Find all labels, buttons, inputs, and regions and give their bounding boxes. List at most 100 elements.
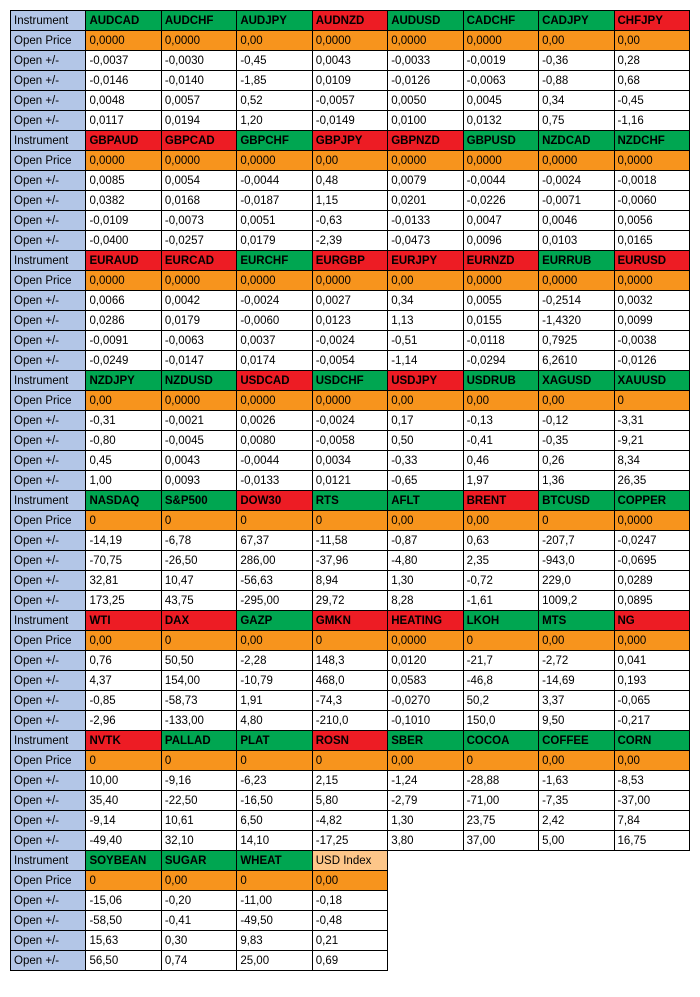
openpm-value: 0,0043 [161, 451, 236, 471]
openpm-value: 0,0121 [312, 471, 387, 491]
openprice-value: 0,0000 [161, 391, 236, 411]
instrument-header: CADCHF [463, 11, 538, 31]
instrument-header: WTI [86, 611, 161, 631]
openpm-value: -0,0037 [86, 51, 161, 71]
openpm-value: -0,0247 [614, 531, 690, 551]
openpm-label: Open +/- [11, 771, 86, 791]
openprice-value: 0 [237, 871, 312, 891]
instrument-header: XAGUSD [539, 371, 614, 391]
openprice-value: 0,0000 [463, 271, 538, 291]
openpm-value: 0,0289 [614, 571, 690, 591]
openpm-value: -2,72 [539, 651, 614, 671]
openpm-value: 0,0034 [312, 451, 387, 471]
openpm-value: -15,06 [86, 891, 161, 911]
openpm-value: -0,80 [86, 431, 161, 451]
openpm-value: -0,0057 [312, 91, 387, 111]
instrument-header: AUDCHF [161, 11, 236, 31]
openpm-value: -11,58 [312, 531, 387, 551]
openpm-value: 9,83 [237, 931, 312, 951]
openprice-value: 0,00 [161, 871, 236, 891]
openpm-label: Open +/- [11, 531, 86, 551]
openpm-value: 25,00 [237, 951, 312, 971]
openpm-label: Open +/- [11, 651, 86, 671]
openpm-value: -22,50 [161, 791, 236, 811]
openpm-value: -0,41 [161, 911, 236, 931]
openpm-value: 1,30 [388, 811, 463, 831]
openpm-value: 0,0583 [388, 671, 463, 691]
openpm-value: 286,00 [237, 551, 312, 571]
openprice-label: Open Price [11, 871, 86, 891]
openprice-value: 0,0000 [86, 271, 161, 291]
openpm-value: 8,34 [614, 451, 690, 471]
openpm-value: -0,0133 [388, 211, 463, 231]
openprice-value: 0 [312, 631, 387, 651]
openprice-label: Open Price [11, 391, 86, 411]
openprice-value: 0 [463, 631, 538, 651]
openprice-value: 0,0000 [463, 31, 538, 51]
openpm-value: 4,37 [86, 671, 161, 691]
openpm-value: -0,0044 [237, 171, 312, 191]
openpm-value: 0,0155 [463, 311, 538, 331]
instrument-header: ROSN [312, 731, 387, 751]
openpm-value: -0,0146 [86, 71, 161, 91]
openpm-value: -1,63 [539, 771, 614, 791]
instrument-label: Instrument [11, 131, 86, 151]
openpm-value: -2,28 [237, 651, 312, 671]
openprice-value: 0,00 [539, 751, 614, 771]
openpm-value: 0,17 [388, 411, 463, 431]
instrument-label: Instrument [11, 11, 86, 31]
openpm-value: -0,41 [463, 431, 538, 451]
instrument-header: COPPER [614, 491, 690, 511]
openpm-value: -0,0045 [161, 431, 236, 451]
openpm-value: -0,0226 [463, 191, 538, 211]
openpm-value: -4,82 [312, 811, 387, 831]
openpm-value: 0,7925 [539, 331, 614, 351]
openpm-value: -1,61 [463, 591, 538, 611]
instrument-header: NZDCAD [539, 131, 614, 151]
openprice-value: 0,00 [237, 31, 312, 51]
openpm-value: 0,0057 [161, 91, 236, 111]
openpm-value: 32,10 [161, 831, 236, 851]
openpm-value: 0,0120 [388, 651, 463, 671]
openpm-value: -1,85 [237, 71, 312, 91]
openpm-value: 0,0165 [614, 231, 690, 251]
openpm-value: 50,2 [463, 691, 538, 711]
openpm-value: 0,0042 [161, 291, 236, 311]
openprice-value: 0 [312, 511, 387, 531]
instrument-label: Instrument [11, 371, 86, 391]
openpm-label: Open +/- [11, 791, 86, 811]
openpm-value: 0,0096 [463, 231, 538, 251]
openpm-value: 0,74 [161, 951, 236, 971]
openpm-value: 3,37 [539, 691, 614, 711]
openpm-value: -0,0024 [539, 171, 614, 191]
openpm-value: 29,72 [312, 591, 387, 611]
openprice-value: 0,0000 [86, 31, 161, 51]
openprice-value: 0,0000 [388, 631, 463, 651]
openpm-label: Open +/- [11, 331, 86, 351]
openpm-label: Open +/- [11, 591, 86, 611]
instrument-header: EURJPY [388, 251, 463, 271]
openpm-value: -0,45 [237, 51, 312, 71]
instrument-header: DAX [161, 611, 236, 631]
openpm-value: 0,46 [463, 451, 538, 471]
instrument-header: GBPJPY [312, 131, 387, 151]
openpm-label: Open +/- [11, 171, 86, 191]
openprice-value: 0 [237, 751, 312, 771]
openpm-value: -1,14 [388, 351, 463, 371]
openpm-value: 1,36 [539, 471, 614, 491]
openpm-value: -46,8 [463, 671, 538, 691]
openpm-value: -0,33 [388, 451, 463, 471]
openpm-value: 0,26 [539, 451, 614, 471]
openpm-value: -0,85 [86, 691, 161, 711]
openpm-value: -26,50 [161, 551, 236, 571]
instrument-header: DOW30 [237, 491, 312, 511]
openpm-value: -0,0021 [161, 411, 236, 431]
openpm-value: -0,48 [312, 911, 387, 931]
instrument-header: USDCAD [237, 371, 312, 391]
openpm-value: 0,0286 [86, 311, 161, 331]
openpm-label: Open +/- [11, 291, 86, 311]
instrument-header: EURAUD [86, 251, 161, 271]
openpm-value: -0,0294 [463, 351, 538, 371]
openpm-label: Open +/- [11, 231, 86, 251]
instrument-header: BTCUSD [539, 491, 614, 511]
